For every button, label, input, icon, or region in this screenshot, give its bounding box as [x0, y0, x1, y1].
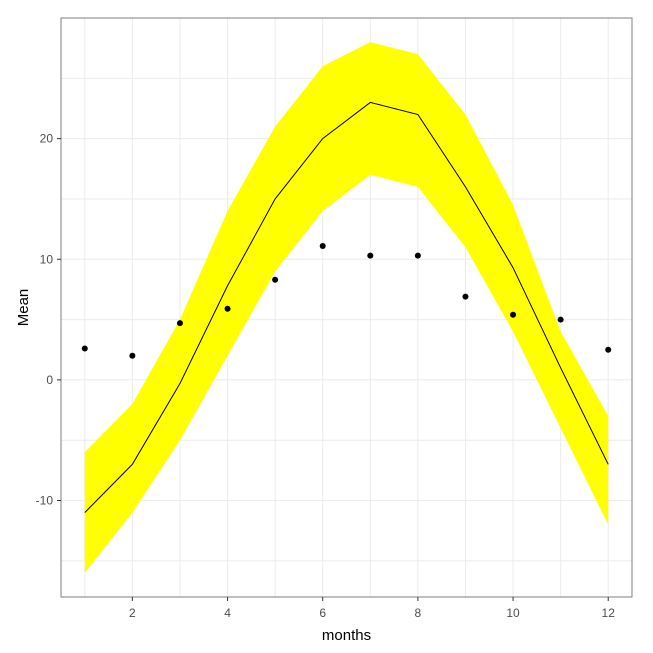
points-layer — [81, 242, 612, 359]
x-axis-title: months — [322, 627, 371, 644]
data-point — [319, 242, 326, 249]
ribbon-layer — [84, 42, 609, 573]
data-point — [414, 252, 421, 259]
data-point — [557, 316, 564, 323]
data-point — [224, 305, 231, 312]
x-tick-label: 8 — [415, 606, 422, 620]
data-point — [462, 293, 469, 300]
data-point — [605, 346, 612, 353]
data-point — [510, 311, 517, 318]
data-point — [367, 252, 374, 259]
x-tick-label: 10 — [506, 606, 520, 620]
y-axis-title: Mean — [15, 289, 32, 327]
y-tick-label: -10 — [36, 494, 54, 508]
y-axis-ticks: -10 0 10 20 — [36, 132, 61, 508]
x-tick-label: 12 — [602, 606, 616, 620]
y-tick-label: 0 — [46, 373, 53, 387]
x-tick-label: 6 — [319, 606, 326, 620]
x-tick-label: 2 — [129, 606, 136, 620]
line-layer — [84, 101, 609, 513]
confidence-ribbon — [84, 42, 609, 573]
x-axis-ticks: 2 4 6 8 10 12 — [129, 597, 615, 620]
data-point — [81, 345, 88, 352]
data-point — [176, 320, 183, 327]
data-point — [272, 276, 279, 283]
y-tick-label: 20 — [40, 132, 54, 146]
mean-line — [84, 101, 609, 513]
panel-border — [60, 17, 633, 598]
x-tick-label: 4 — [224, 606, 231, 620]
data-point — [129, 352, 136, 359]
y-tick-label: 10 — [40, 252, 54, 266]
